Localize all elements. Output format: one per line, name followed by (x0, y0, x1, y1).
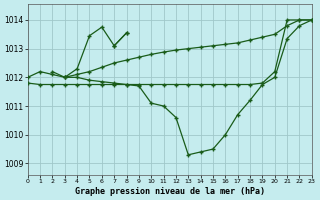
X-axis label: Graphe pression niveau de la mer (hPa): Graphe pression niveau de la mer (hPa) (75, 187, 265, 196)
